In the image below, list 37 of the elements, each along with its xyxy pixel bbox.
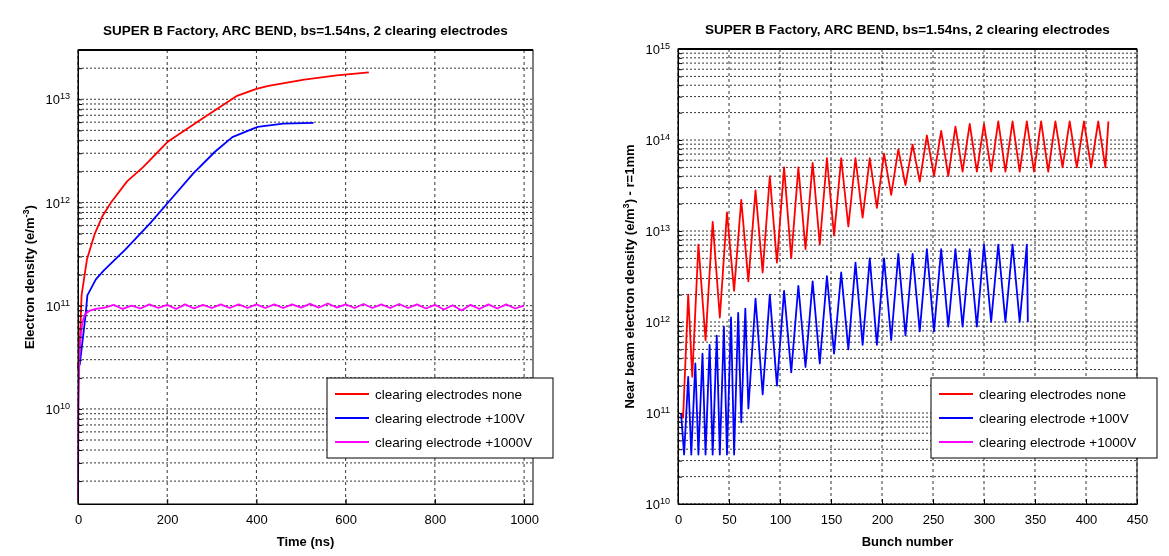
- y-tick-label: 10$^{11}$: [646, 405, 670, 422]
- x-tick-label: 400: [1075, 511, 1098, 527]
- x-tick-label: 250: [922, 511, 945, 527]
- legend-label: clearing electrodes none: [979, 386, 1127, 402]
- x-tick-label: 1000: [510, 511, 540, 527]
- y-tick-label: 10$^{12}$: [645, 314, 670, 331]
- x-axis-title: Bunch number: [861, 534, 954, 549]
- y-tick-label: 10$^{15}$: [645, 41, 670, 58]
- y-tick-label: 10$^{10}$: [645, 496, 670, 513]
- y-tick-label: 10$^{13}$: [45, 91, 70, 108]
- legend-label: clearing electrode +100V: [979, 410, 1129, 426]
- x-tick-label: 50: [722, 511, 737, 527]
- x-tick-label: 450: [1126, 511, 1149, 527]
- y-tick-label: 10$^{13}$: [645, 223, 670, 240]
- legend-label: clearing electrode +1000V: [375, 434, 533, 450]
- x-tick-label: 800: [424, 511, 447, 527]
- x-tick-label: 600: [335, 511, 357, 527]
- chart-title: SUPER B Factory, ARC BEND, bs=1.54ns, 2 clearing electrodes: [705, 22, 1110, 37]
- x-tick-label: 200: [156, 511, 179, 527]
- y-tick-label: 10$^{12}$: [45, 194, 70, 211]
- legend-label: clearing electrode +100V: [375, 410, 525, 426]
- y-tick-label: 10$^{11}$: [46, 297, 70, 314]
- x-axis-title: Time (ns): [276, 534, 335, 549]
- y-tick-label: 10$^{10}$: [45, 400, 70, 417]
- chart-title: SUPER B Factory, ARC BEND, bs=1.54ns, 2 clearing electrodes: [103, 23, 508, 38]
- x-tick-label: 350: [1024, 511, 1047, 527]
- x-tick-label: 200: [871, 511, 894, 527]
- y-tick-label: 10$^{14}$: [645, 132, 670, 149]
- legend-label: clearing electrodes none: [375, 386, 523, 402]
- x-tick-label: 150: [820, 511, 843, 527]
- x-tick-label: 300: [973, 511, 996, 527]
- line-series: [680, 243, 1029, 456]
- x-tick-label: 100: [769, 511, 792, 527]
- x-tick-label: 400: [246, 511, 268, 527]
- x-tick-label: 0: [674, 511, 683, 527]
- x-tick-label: 0: [74, 511, 83, 527]
- legend-label: clearing electrode +1000V: [979, 434, 1137, 450]
